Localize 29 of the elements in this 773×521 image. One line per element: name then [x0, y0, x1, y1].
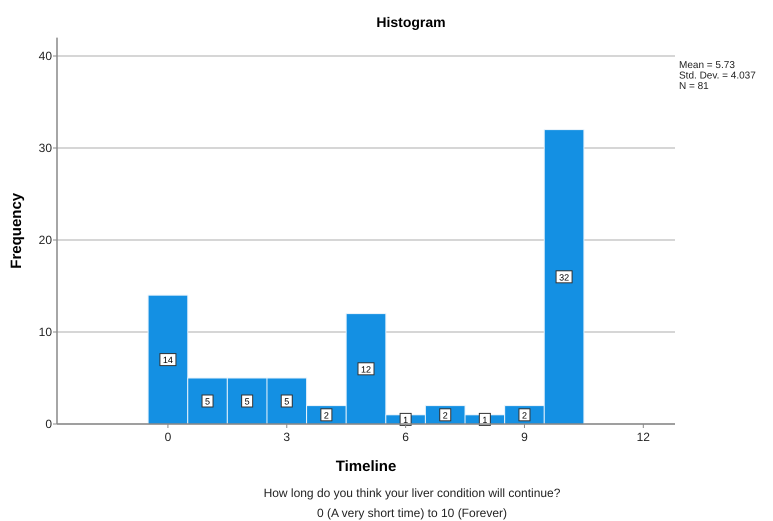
x-tick-label: 0	[164, 430, 172, 444]
data-label: 2	[522, 410, 527, 420]
data-label: 1	[403, 414, 408, 425]
text: 0 (A very short time) to 10 (Forever)	[316, 506, 508, 520]
data-label: 1	[482, 414, 488, 425]
x-tick-label: 9	[521, 430, 528, 444]
y-tick-label: 20	[38, 233, 52, 247]
y-tick-label: 40	[38, 49, 52, 63]
data-label: 12	[360, 364, 372, 374]
x-tick-label: 6	[402, 430, 410, 444]
chart-title: Histogram	[376, 14, 446, 30]
text: Mean = 5.73	[679, 60, 736, 71]
y-tick-label: 0	[45, 417, 52, 431]
y-tick-label: 10	[38, 325, 52, 339]
data-label: 5	[205, 396, 210, 406]
text: Std. Dev. = 4.037	[679, 70, 756, 82]
data-label: 32	[559, 272, 570, 282]
text: N = 81	[679, 81, 710, 92]
y-tick-label: 30	[38, 141, 52, 155]
data-label: 5	[244, 396, 250, 406]
x-tick-label: 12	[636, 430, 650, 444]
text: How long do you think your liver condition will continue?	[264, 486, 561, 500]
y-axis-title: Frequency	[8, 192, 25, 269]
x-tick-label: 3	[283, 430, 290, 444]
data-label: 14	[162, 355, 173, 366]
data-label: 2	[442, 410, 448, 420]
x-axis-title: Timeline	[336, 458, 396, 475]
data-label: 5	[284, 396, 290, 406]
data-label: 2	[324, 410, 329, 420]
